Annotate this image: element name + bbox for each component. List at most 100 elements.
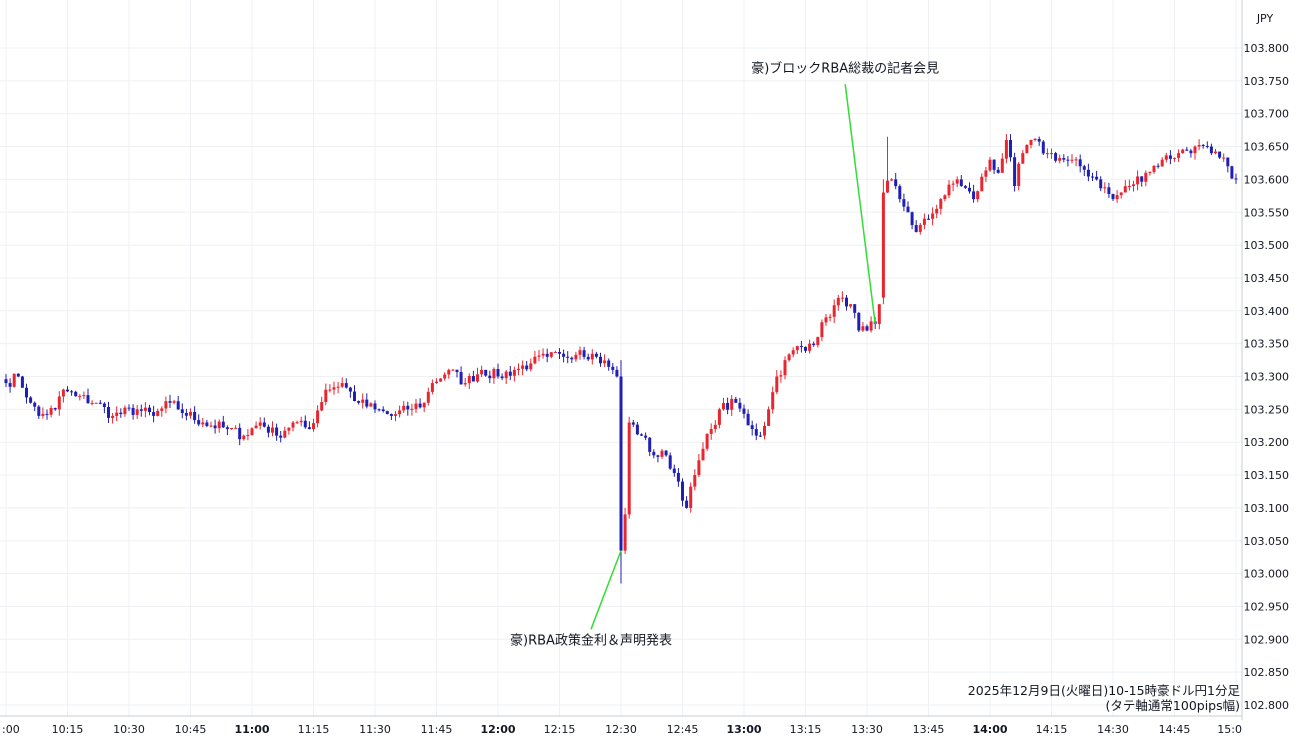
candle-body [201,422,205,425]
candle-body [1230,166,1234,179]
candle-body [332,387,336,390]
candle-body [385,411,389,415]
candle-body [320,402,324,411]
candle-body [324,389,328,403]
price-tick-label: 103.000 [1244,568,1290,581]
candle-body [180,409,184,414]
candle-body [820,322,824,338]
candle-body [1234,178,1238,180]
time-tick-label: 11:15 [298,723,330,736]
candle-body [1119,192,1123,196]
candle-body [430,383,434,392]
candle-body [1037,138,1041,142]
price-tick-label: 103.650 [1244,141,1290,154]
candle-body [799,346,803,348]
candle-body [717,409,721,425]
candle-body [541,353,545,356]
candle-body [545,353,549,357]
candle-body [984,170,988,177]
price-tick-label: 103.550 [1244,206,1290,219]
price-tick-label: 103.750 [1244,75,1290,88]
time-tick-label: 14:00 [972,723,1007,736]
candle-body [1152,165,1156,172]
candle-body [217,421,221,429]
candle-body [910,212,914,226]
candle-body [1025,144,1029,154]
candle-body [500,376,504,379]
candle-body [1123,186,1127,193]
candle-body [1091,176,1094,178]
candle-body [480,369,484,375]
candle-body [238,427,242,440]
candle-body [414,403,418,409]
price-tick-label: 103.400 [1244,305,1290,318]
candle-body [443,374,447,379]
candle-body [316,410,320,424]
price-tick-label: 103.250 [1244,403,1290,416]
candle-body [877,304,881,324]
candle-body [640,434,643,436]
candle-body [521,365,525,369]
candle-body [1115,195,1119,200]
candle-body [455,369,459,373]
candle-body [586,356,590,360]
candle-body [828,316,832,318]
candle-body [996,169,1000,173]
candle-body [890,179,894,181]
candle-body [1078,159,1082,167]
candle-body [476,374,479,382]
candle-body [808,343,812,351]
candle-body [730,398,734,410]
candle-body [1185,149,1189,151]
candle-body [168,401,172,403]
candle-body [947,184,951,196]
candle-body [676,472,680,482]
candle-body [127,407,131,409]
candle-body [959,179,963,187]
candle-body [37,406,41,416]
time-tick-label: 11:00 [234,723,269,736]
candle-body [496,368,500,377]
candle-body [82,395,86,397]
time-axis: :00 10:15 10:30 10:45 11:00 11:15 11:30 11:45 12… [2,723,1242,736]
candle-body [1033,138,1037,140]
price-tick-label: 102.900 [1244,633,1290,646]
candle-body [184,413,188,416]
candle-body [566,356,570,358]
candle-body [164,401,168,409]
candle-body [1214,151,1217,154]
candle-body [312,423,315,430]
candle-body [447,369,451,375]
candle-body [512,369,516,376]
candle-body [644,435,648,438]
candle-body [1017,163,1021,186]
candle-body [927,218,930,220]
candle-body [4,379,8,384]
candle-body [787,354,791,361]
candle-body [49,408,53,415]
candle-body [8,383,12,387]
candle-body [230,427,233,430]
time-tick-label: 13:45 [913,723,945,736]
candle-body [45,413,49,415]
candle-body [918,224,922,232]
candle-body [25,387,28,398]
candle-body [1132,184,1135,186]
candle-body [303,420,307,428]
candle-body [783,360,787,376]
candle-body [861,326,865,331]
candle-body [459,372,463,385]
candle-body [693,475,697,487]
candle-body [435,381,438,384]
candle-body [1189,150,1193,154]
candle-body [1193,146,1197,154]
annotation-leader-line [590,550,622,630]
candle-body [90,402,94,404]
candle-body [254,425,258,429]
candle-body [763,425,766,436]
candle-body [361,399,365,403]
candle-body [713,424,717,430]
candle-body [627,422,631,515]
candle-body [1095,176,1099,180]
candle-body [939,199,943,209]
